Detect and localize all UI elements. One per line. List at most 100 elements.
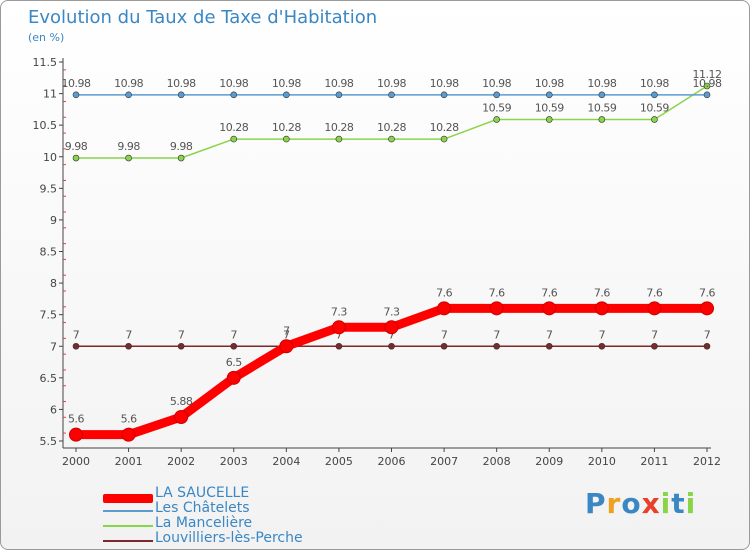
data-label: 10.28 (272, 121, 301, 134)
data-point (72, 154, 80, 162)
x-tick-label: 2000 (62, 455, 90, 468)
data-label: 7 (336, 328, 343, 341)
data-label: 10.59 (587, 101, 616, 114)
data-point (121, 427, 136, 442)
data-label: 7.6 (646, 286, 662, 299)
y-tick-label: 7.5 (40, 309, 58, 322)
data-point (230, 135, 238, 143)
data-label: 9.98 (170, 140, 193, 153)
y-tick-label: 5.5 (40, 435, 58, 448)
data-point (177, 91, 185, 99)
data-point (598, 342, 606, 350)
x-tick-label: 2009 (535, 455, 563, 468)
legend-swatch (103, 540, 153, 542)
y-axis-unit: (en %) (28, 31, 65, 44)
data-label: 5.6 (121, 413, 137, 426)
x-tick-label: 2010 (588, 455, 616, 468)
data-point (440, 342, 448, 350)
data-point (651, 116, 658, 123)
data-point (335, 342, 343, 350)
logo-letter: x (641, 487, 661, 520)
logo-letter: r (606, 487, 622, 520)
data-label: 10.28 (219, 121, 248, 134)
logo-letter: t (671, 487, 686, 520)
data-point (125, 154, 132, 162)
y-tick-label: 9 (50, 214, 57, 227)
data-label: 5.88 (170, 395, 193, 408)
logo-letter: P (585, 487, 607, 520)
y-tick-label: 11 (43, 88, 57, 101)
data-point (279, 339, 294, 354)
x-tick-label: 2008 (483, 455, 511, 468)
data-point (594, 301, 609, 316)
data-label: 10.98 (587, 77, 616, 90)
x-tick-label: 2006 (378, 455, 406, 468)
logo-letter: i (660, 487, 672, 520)
legend-label: La Mancelière (155, 515, 253, 531)
data-label: 9.98 (65, 140, 88, 153)
data-point (388, 91, 395, 99)
data-label: 7.6 (699, 286, 715, 299)
y-tick-label: 8.5 (40, 246, 58, 259)
data-label: 10.98 (693, 77, 722, 90)
y-tick-label: 6 (50, 403, 57, 416)
data-label: 10.98 (640, 77, 669, 90)
data-point (489, 301, 504, 316)
data-label: 7 (231, 328, 238, 341)
x-tick-label: 2005 (325, 455, 353, 468)
x-tick-label: 2011 (640, 455, 668, 468)
data-label: 7 (651, 328, 658, 341)
data-point (703, 82, 711, 90)
data-label: 7 (493, 328, 500, 341)
data-label: 7 (704, 328, 711, 341)
data-label: 10.59 (482, 101, 511, 114)
x-tick-label: 2007 (430, 455, 458, 468)
data-label: 10.98 (324, 77, 353, 90)
data-point (542, 301, 557, 316)
data-label: 10.28 (377, 121, 406, 134)
data-label: 11.12 (693, 68, 722, 81)
data-label: 7.6 (489, 286, 505, 299)
data-label: 10.98 (430, 77, 459, 90)
data-label: 7 (441, 328, 448, 341)
proxiti-logo[interactable]: Proxiti (585, 487, 696, 520)
legend-label: LA SAUCELLE (155, 485, 250, 501)
data-point (69, 427, 83, 442)
data-point (647, 301, 662, 316)
data-label: 7.6 (594, 286, 610, 299)
y-tick-label: 8 (50, 277, 57, 290)
data-label: 7 (283, 324, 290, 337)
data-label: 10.98 (219, 77, 248, 90)
x-tick-label: 2012 (693, 455, 721, 468)
data-label: 10.59 (535, 101, 564, 114)
data-label: 10.98 (377, 77, 406, 90)
data-point (230, 342, 238, 350)
data-point (598, 116, 606, 123)
data-point (545, 116, 553, 123)
x-tick-label: 2002 (167, 455, 195, 468)
data-label: 10.98 (535, 77, 564, 90)
y-tick-label: 10.5 (33, 119, 58, 132)
data-point (651, 91, 658, 99)
legend-label: Louvilliers-lès-Perche (155, 530, 303, 546)
data-point (388, 342, 395, 350)
data-point (700, 301, 714, 316)
data-label: 7 (125, 328, 132, 341)
data-point (335, 91, 343, 99)
legend-swatch (103, 510, 153, 512)
data-point (72, 342, 80, 350)
data-point (388, 135, 395, 143)
data-point (545, 342, 553, 350)
data-point (125, 342, 132, 350)
data-label: 7 (388, 328, 395, 341)
data-point (598, 91, 606, 99)
data-point (651, 342, 658, 350)
data-label: 7 (599, 328, 606, 341)
data-label: 7.3 (384, 305, 400, 318)
data-label: 10.28 (430, 121, 459, 134)
data-label: 10.98 (167, 77, 196, 90)
data-label: 10.98 (482, 77, 511, 90)
data-point (125, 91, 132, 99)
data-point (440, 135, 448, 143)
data-point (177, 342, 185, 350)
